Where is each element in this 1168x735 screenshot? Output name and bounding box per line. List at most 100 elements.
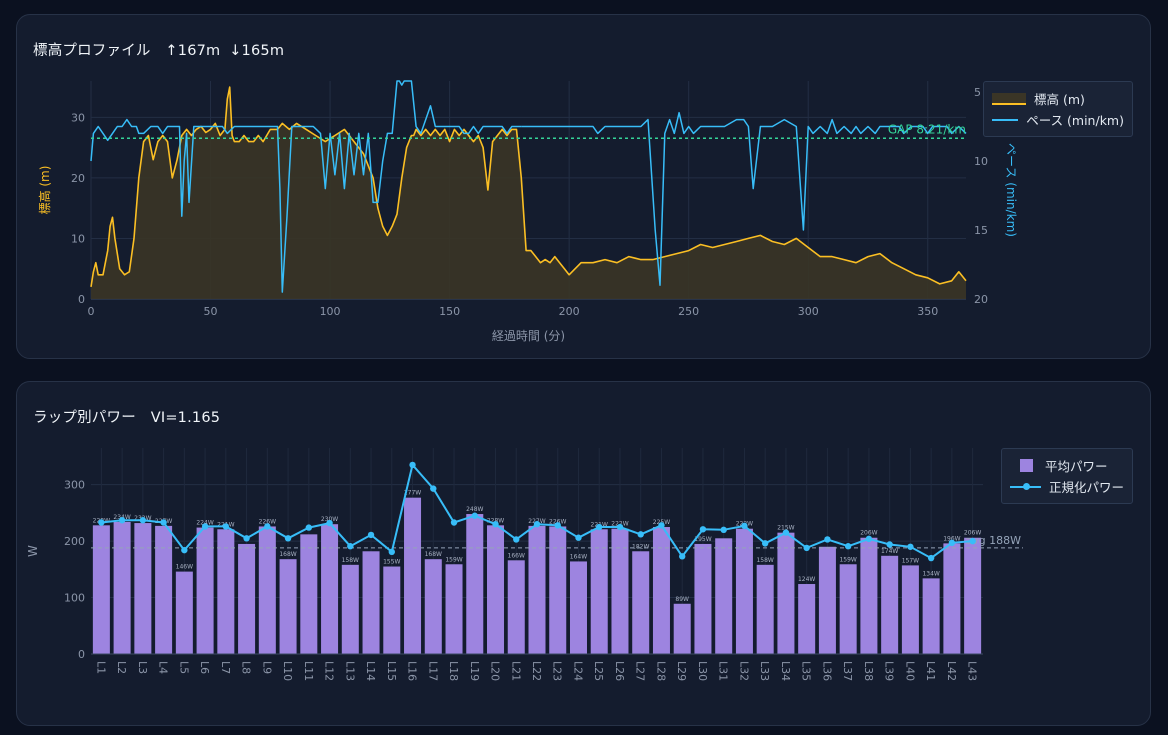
normalized-power-point	[326, 519, 333, 527]
x-tick-label: L1	[94, 661, 107, 674]
normalized-power-point	[741, 522, 748, 530]
bar-data-label: 168W	[425, 551, 442, 558]
y-left-tick-label: 10	[71, 232, 85, 245]
power-bar	[92, 525, 110, 654]
bar-data-label: 230W	[321, 516, 338, 523]
x-tick-label: L13	[343, 661, 356, 681]
bar-data-label: 158W	[342, 557, 359, 564]
x-tick-label: L24	[571, 661, 584, 681]
x-tick-label: L31	[717, 661, 730, 681]
normalized-power-point	[533, 520, 541, 528]
power-bar	[258, 526, 276, 654]
bar-data-label: 155W	[383, 559, 400, 566]
bar-data-label: 206W	[964, 530, 981, 537]
x-tick-label: L8	[240, 661, 253, 674]
avg-reference-label: avg 188W	[965, 534, 1021, 547]
y-tick-label: 100	[64, 592, 85, 605]
bar-data-label: 215W	[777, 525, 794, 532]
power-bar	[943, 543, 961, 654]
bar-data-label: 89W	[675, 596, 689, 603]
power-bar	[362, 551, 380, 654]
y-tick-label: 0	[78, 648, 85, 661]
normalized-power-point	[284, 535, 292, 542]
power-panel-title: ラップ別パワー VI=1.165	[33, 406, 230, 427]
x-tick-label: 250	[678, 305, 699, 318]
power-bar	[715, 538, 733, 654]
power-bar	[404, 497, 422, 654]
bar-data-label: 158W	[756, 557, 773, 564]
power-bar	[549, 526, 567, 654]
y-tick-label: 300	[64, 479, 85, 492]
normalized-power-point	[969, 537, 976, 545]
x-tick-label: L36	[820, 661, 833, 681]
elevation-title-text: 標高プロファイル	[33, 43, 151, 59]
normalized-power-point	[886, 541, 893, 548]
x-tick-label: 300	[798, 305, 819, 318]
legend-item-normalized-power: 正規化パワー	[1010, 476, 1124, 497]
y-right-axis-label: ペース (min/km)	[1004, 143, 1018, 237]
power-bar	[217, 529, 235, 654]
power-bar	[673, 603, 691, 654]
bar-data-label: 224W	[196, 520, 213, 527]
power-bar	[881, 555, 899, 654]
normalized-power-point	[575, 534, 582, 541]
pace-line-segment-2	[521, 111, 967, 286]
power-bar	[321, 524, 339, 654]
elevation-loss-text: ↓165m	[229, 43, 285, 59]
normalized-power-point	[264, 523, 271, 530]
lap-power-chart: 0100200300W228WL1234WL2232WL3227WL4146WL…	[26, 448, 1023, 681]
x-tick-label: L12	[323, 661, 336, 681]
lap-power-panel: ラップ別パワー VI=1.165 0100200300W228WL1234WL2…	[16, 381, 1151, 726]
normalized-power-point	[492, 520, 499, 528]
y-left-tick-label: 20	[71, 172, 85, 185]
bar-data-label: 196W	[943, 535, 960, 542]
power-bar	[238, 543, 256, 654]
x-tick-label: L39	[883, 661, 896, 681]
x-tick-label: L20	[489, 661, 502, 681]
x-tick-label: L23	[551, 661, 564, 681]
x-tick-label: L27	[634, 661, 647, 681]
legend-item-elevation: 標高 (m)	[992, 88, 1124, 109]
legend-label-normalized-power: 正規化パワー	[1048, 480, 1124, 495]
normalized-power-point	[118, 517, 126, 524]
power-bar	[777, 532, 795, 654]
x-tick-label: L11	[302, 661, 315, 681]
normalized-power-point	[865, 535, 873, 543]
power-bar	[134, 523, 152, 654]
y-axis-label: W	[26, 545, 40, 557]
elevation-legend: 標高 (m) ペース (min/km)	[983, 81, 1133, 137]
normalized-power-point	[554, 522, 561, 529]
bar-data-label: 166W	[508, 552, 525, 559]
bar-data-label: 228W	[487, 517, 504, 524]
normalized-power-point	[98, 519, 105, 526]
normalized-power-point	[201, 523, 209, 530]
x-tick-label: L37	[841, 661, 854, 681]
x-tick-label: L30	[696, 661, 709, 681]
normalized-power-point	[596, 523, 603, 531]
x-tick-label: L17	[426, 661, 439, 681]
pace-line-segment-1	[90, 80, 522, 293]
legend-label-elevation: 標高 (m)	[1034, 92, 1085, 107]
x-tick-label: L21	[509, 661, 522, 681]
bar-data-label: 146W	[176, 564, 193, 571]
power-legend: 平均パワー 正規化パワー	[1001, 448, 1133, 504]
power-bar	[632, 551, 650, 654]
power-bar	[569, 561, 587, 654]
x-tick-label: L32	[737, 661, 750, 681]
x-tick-label: L34	[779, 661, 792, 681]
bar-data-label: 159W	[445, 556, 462, 563]
normalized-power-point	[305, 524, 313, 531]
x-tick-label: L35	[800, 661, 813, 681]
x-tick-label: L14	[364, 661, 377, 681]
normalized-power-point	[513, 536, 520, 543]
power-title-text: ラップ別パワー	[33, 410, 136, 426]
power-bar	[341, 564, 359, 654]
power-bar	[445, 564, 463, 654]
normalized-power-point	[803, 544, 810, 552]
x-tick-label: 0	[88, 305, 95, 318]
elevation-pace-chart: 0 50 100 150 200 250 300 350 0 10 20 30 5 10 15 20 経過時間 …	[37, 80, 1018, 343]
x-tick-label: L42	[945, 661, 958, 681]
power-bar	[652, 527, 670, 654]
normalized-power-point	[243, 535, 250, 542]
x-tick-label: L40	[903, 661, 916, 681]
